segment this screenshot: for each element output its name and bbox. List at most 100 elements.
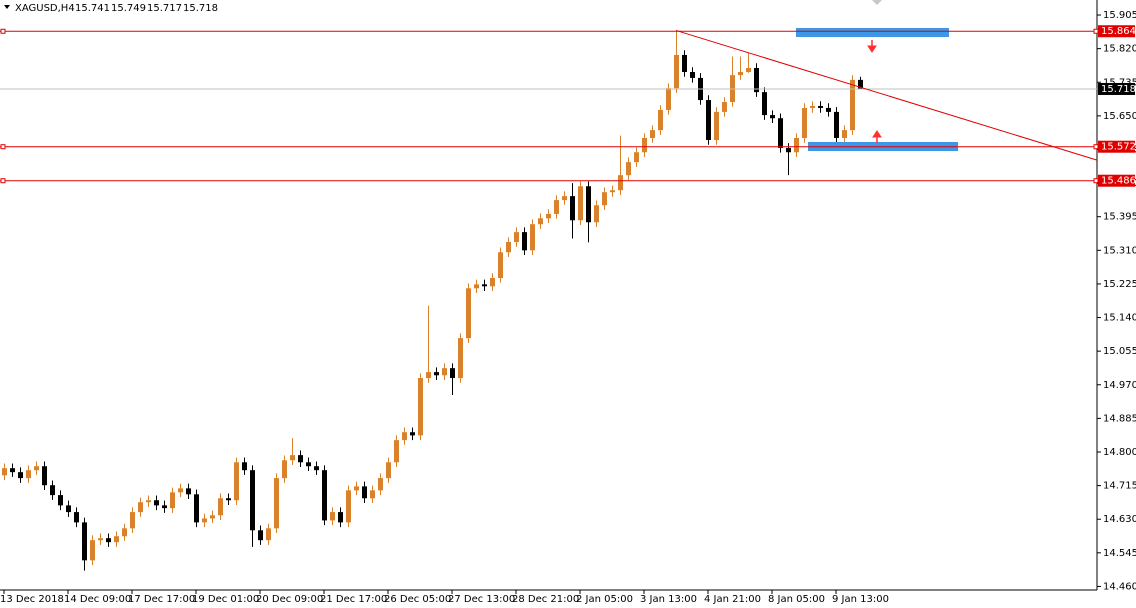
candle-body: [458, 338, 463, 379]
candle-body: [738, 71, 743, 76]
x-tick-label: 4 Jan 21:00: [704, 594, 761, 605]
x-tick-label: 8 Jan 05:00: [768, 594, 825, 605]
candle-body: [234, 462, 239, 501]
y-tick-label: 14.460: [1103, 581, 1136, 592]
plot-area: [2, 30, 863, 571]
candle-body: [522, 232, 527, 251]
candle-body: [66, 505, 71, 513]
candle-body: [546, 213, 551, 219]
candle-body: [618, 175, 623, 191]
candle-body: [474, 284, 479, 289]
candle-body: [466, 288, 471, 339]
candle-body: [218, 498, 223, 516]
candle-body: [58, 495, 63, 506]
candle-body: [370, 490, 375, 499]
candle-body: [386, 462, 391, 479]
zone-box: [796, 28, 949, 37]
candle-body: [514, 232, 519, 243]
candle-body: [658, 109, 663, 131]
candle-body: [714, 111, 719, 140]
y-tick-label: 15.650: [1103, 111, 1136, 122]
y-tick-label: 14.715: [1103, 481, 1136, 492]
x-tick-label: 17 Dec 17:00: [128, 594, 195, 605]
candle-body: [746, 68, 751, 72]
candle-body: [722, 102, 727, 112]
level-handle: [0, 178, 6, 184]
candle-body: [498, 252, 503, 278]
candle-body: [50, 485, 55, 496]
y-tick-label: 15.225: [1103, 279, 1136, 290]
level-label: 15.572: [1101, 142, 1136, 153]
candle-body: [194, 494, 199, 523]
candle-body: [178, 488, 183, 493]
candle-body: [418, 378, 423, 436]
candle-body: [10, 468, 15, 473]
y-tick-label: 14.545: [1103, 548, 1136, 559]
candle-body: [410, 432, 415, 436]
y-tick-label: 14.885: [1103, 413, 1136, 424]
ohlc-high: 15.749: [111, 3, 146, 14]
candle-body: [706, 100, 711, 140]
candle-body: [434, 372, 439, 376]
level-label-box: [1098, 174, 1135, 187]
y-tick-label: 15.820: [1103, 44, 1136, 55]
candle-body: [26, 470, 31, 479]
candle-body: [842, 130, 847, 139]
ohlc-open: 15.741: [75, 3, 110, 14]
candle-body: [242, 462, 247, 471]
trendline: [675, 29, 1098, 161]
candle-body: [666, 88, 671, 110]
price-label-box: [1098, 82, 1135, 95]
menu-triangle: [4, 5, 10, 9]
candle-body: [642, 138, 647, 153]
candle-body: [34, 466, 39, 471]
candle-body: [186, 488, 191, 495]
candle-body: [850, 79, 855, 131]
candle-body: [330, 512, 335, 521]
candle-body: [42, 466, 47, 486]
x-tick-label: 14 Dec 09:00: [64, 594, 131, 605]
candle-body: [634, 152, 639, 163]
candle-body: [202, 518, 207, 523]
candle-body: [266, 528, 271, 541]
candle-body: [306, 462, 311, 467]
scroll-marker: [872, 0, 882, 5]
x-tick-label: 20 Dec 09:00: [256, 594, 323, 605]
candle-body: [362, 486, 367, 499]
candle-body: [794, 138, 799, 153]
candle-body: [106, 538, 111, 543]
candle-body: [322, 470, 327, 521]
candle-body: [2, 468, 7, 476]
candle-body: [570, 196, 575, 221]
candle-body: [346, 490, 351, 523]
candle-body: [210, 515, 215, 519]
candle-body: [674, 54, 679, 89]
candle-body: [810, 105, 815, 108]
symbol: XAGUSD,H4: [15, 3, 75, 14]
level-label-box: [1098, 25, 1135, 38]
level-handle: [1093, 28, 1099, 34]
y-tick-label: 14.970: [1103, 380, 1136, 391]
candle-body: [354, 486, 359, 491]
candle-body: [490, 277, 495, 287]
candle-body: [770, 115, 775, 119]
candle-body: [122, 528, 127, 537]
x-tick-label: 3 Jan 13:00: [640, 594, 697, 605]
candle-body: [610, 190, 615, 193]
candle-body: [394, 440, 399, 463]
candle-body: [138, 502, 143, 513]
candle-body: [650, 130, 655, 139]
arrow-down: [867, 40, 877, 53]
header: XAGUSD,H4 15.741 15.749 15.717 15.718: [4, 3, 218, 14]
candle-body: [258, 530, 263, 541]
candle-body: [18, 472, 23, 479]
y-tick-label: 15.140: [1103, 313, 1136, 324]
ohlc-low: 15.717: [147, 3, 182, 14]
candle-body: [114, 536, 119, 543]
candle-body: [762, 92, 767, 116]
x-tick-label: 21 Dec 17:00: [320, 594, 387, 605]
candle-body: [130, 512, 135, 529]
candle-body: [602, 192, 607, 206]
candle-body: [290, 455, 295, 461]
y-tick-label: 15.735: [1103, 77, 1136, 88]
